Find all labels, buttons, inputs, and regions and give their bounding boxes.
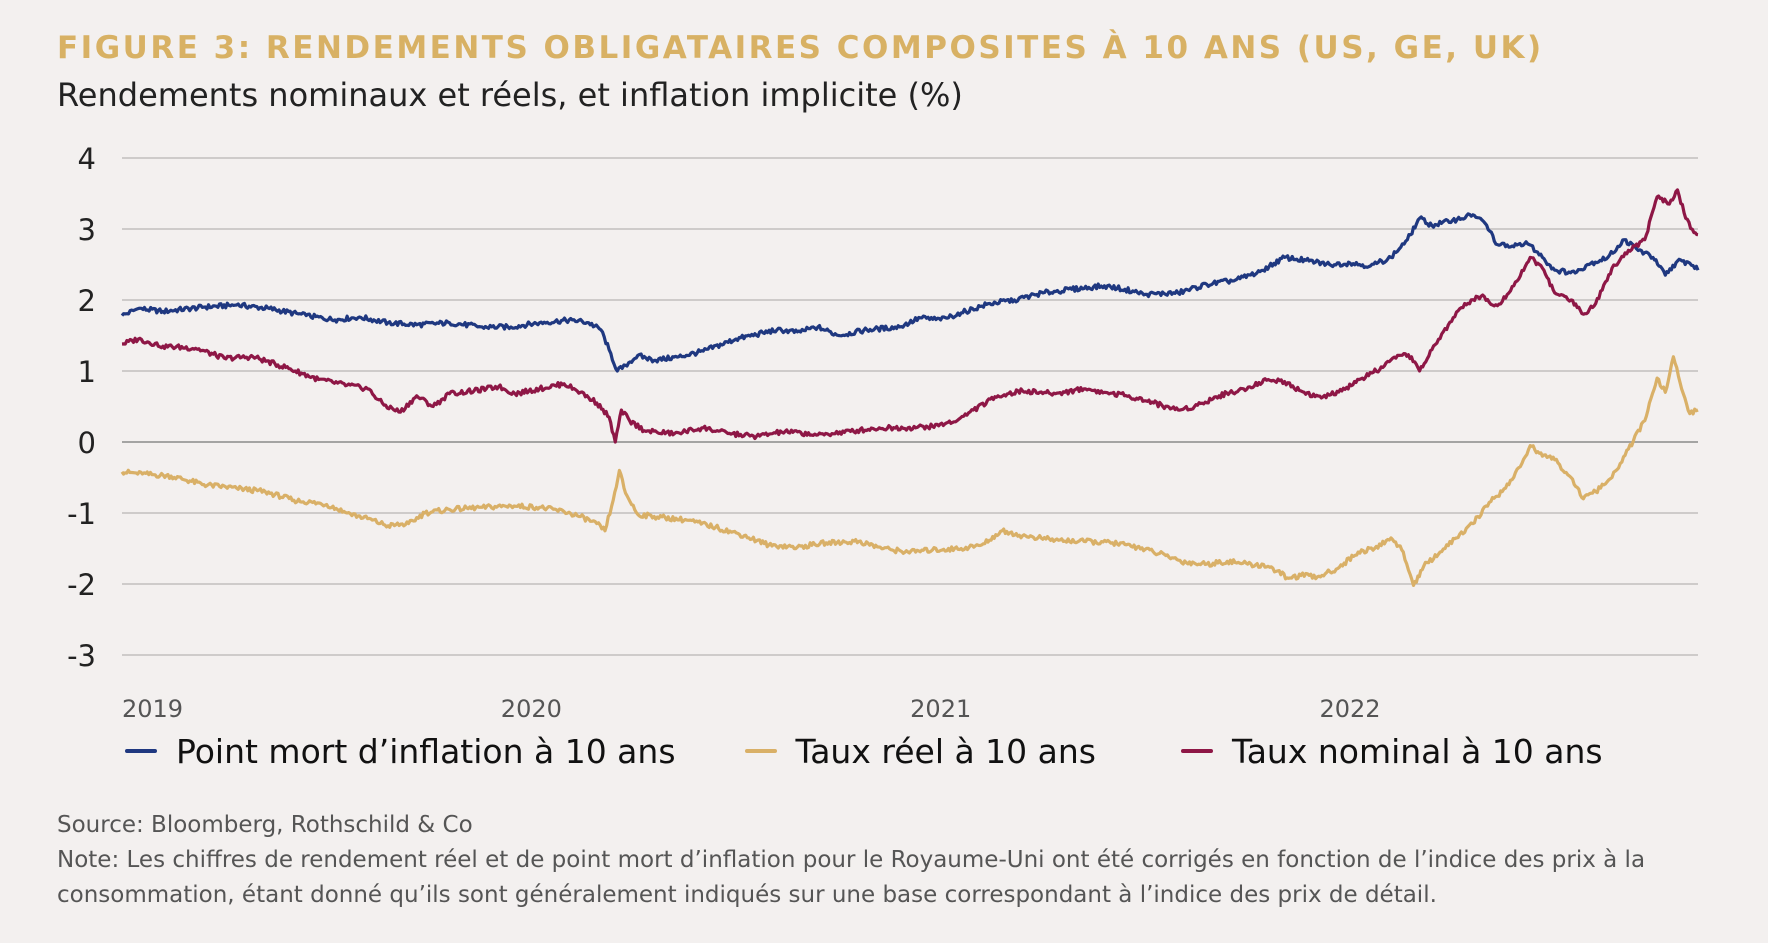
legend-label-nominal-rate: Taux nominal à 10 ans <box>1232 731 1603 771</box>
legend-label-real-rate: Taux réel à 10 ans <box>795 731 1096 771</box>
y-tick-label: -1 <box>67 497 96 531</box>
chart-title: FIGURE 3: RENDEMENTS OBLIGATAIRES COMPOS… <box>57 30 1544 66</box>
chart-legend: Point mort d’inflation à 10 ans Taux rée… <box>125 726 1603 776</box>
line-chart: 4 3 2 1 0 -1 -2 -3 2019 2020 2021 2022 <box>67 142 1700 720</box>
y-tick-label: 3 <box>78 213 96 247</box>
x-tick-label: 2022 <box>1320 695 1381 720</box>
chart-grid <box>122 157 1698 656</box>
y-tick-label: 2 <box>78 284 96 318</box>
legend-swatch-breakeven <box>125 749 157 753</box>
legend-item-breakeven: Point mort d’inflation à 10 ans <box>125 732 676 771</box>
chart-footer: Source: Bloomberg, Rothschild & Co Note:… <box>57 808 1737 913</box>
y-tick-label: -2 <box>67 568 96 602</box>
chart-series <box>120 188 1700 587</box>
x-tick-label: 2020 <box>501 695 562 720</box>
source-text: Source: Bloomberg, Rothschild & Co <box>57 812 473 838</box>
y-tick-label: 0 <box>78 426 96 460</box>
y-tick-label: 4 <box>78 142 96 176</box>
legend-item-real-rate: Taux réel à 10 ans <box>744 731 1096 771</box>
y-tick-label: 1 <box>78 355 96 389</box>
series-line-real-rate <box>120 355 1699 587</box>
series-line-nominal-rate <box>121 188 1699 444</box>
series-line-breakeven <box>120 212 1700 373</box>
x-tick-label: 2021 <box>910 695 971 720</box>
chart-subtitle: Rendements nominaux et réels, et inflati… <box>57 76 963 114</box>
y-tick-label: -3 <box>67 639 96 673</box>
legend-swatch-nominal-rate <box>1181 749 1213 753</box>
x-axis-ticks: 2019 2020 2021 2022 <box>122 695 1381 720</box>
legend-swatch-real-rate <box>744 749 777 753</box>
y-axis-ticks: 4 3 2 1 0 -1 -2 -3 <box>67 142 96 673</box>
note-text: Note: Les chiffres de rendement réel et … <box>57 847 1646 908</box>
legend-item-nominal-rate: Taux nominal à 10 ans <box>1181 732 1603 771</box>
legend-label-breakeven: Point mort d’inflation à 10 ans <box>176 731 676 771</box>
x-tick-label: 2019 <box>122 695 183 720</box>
